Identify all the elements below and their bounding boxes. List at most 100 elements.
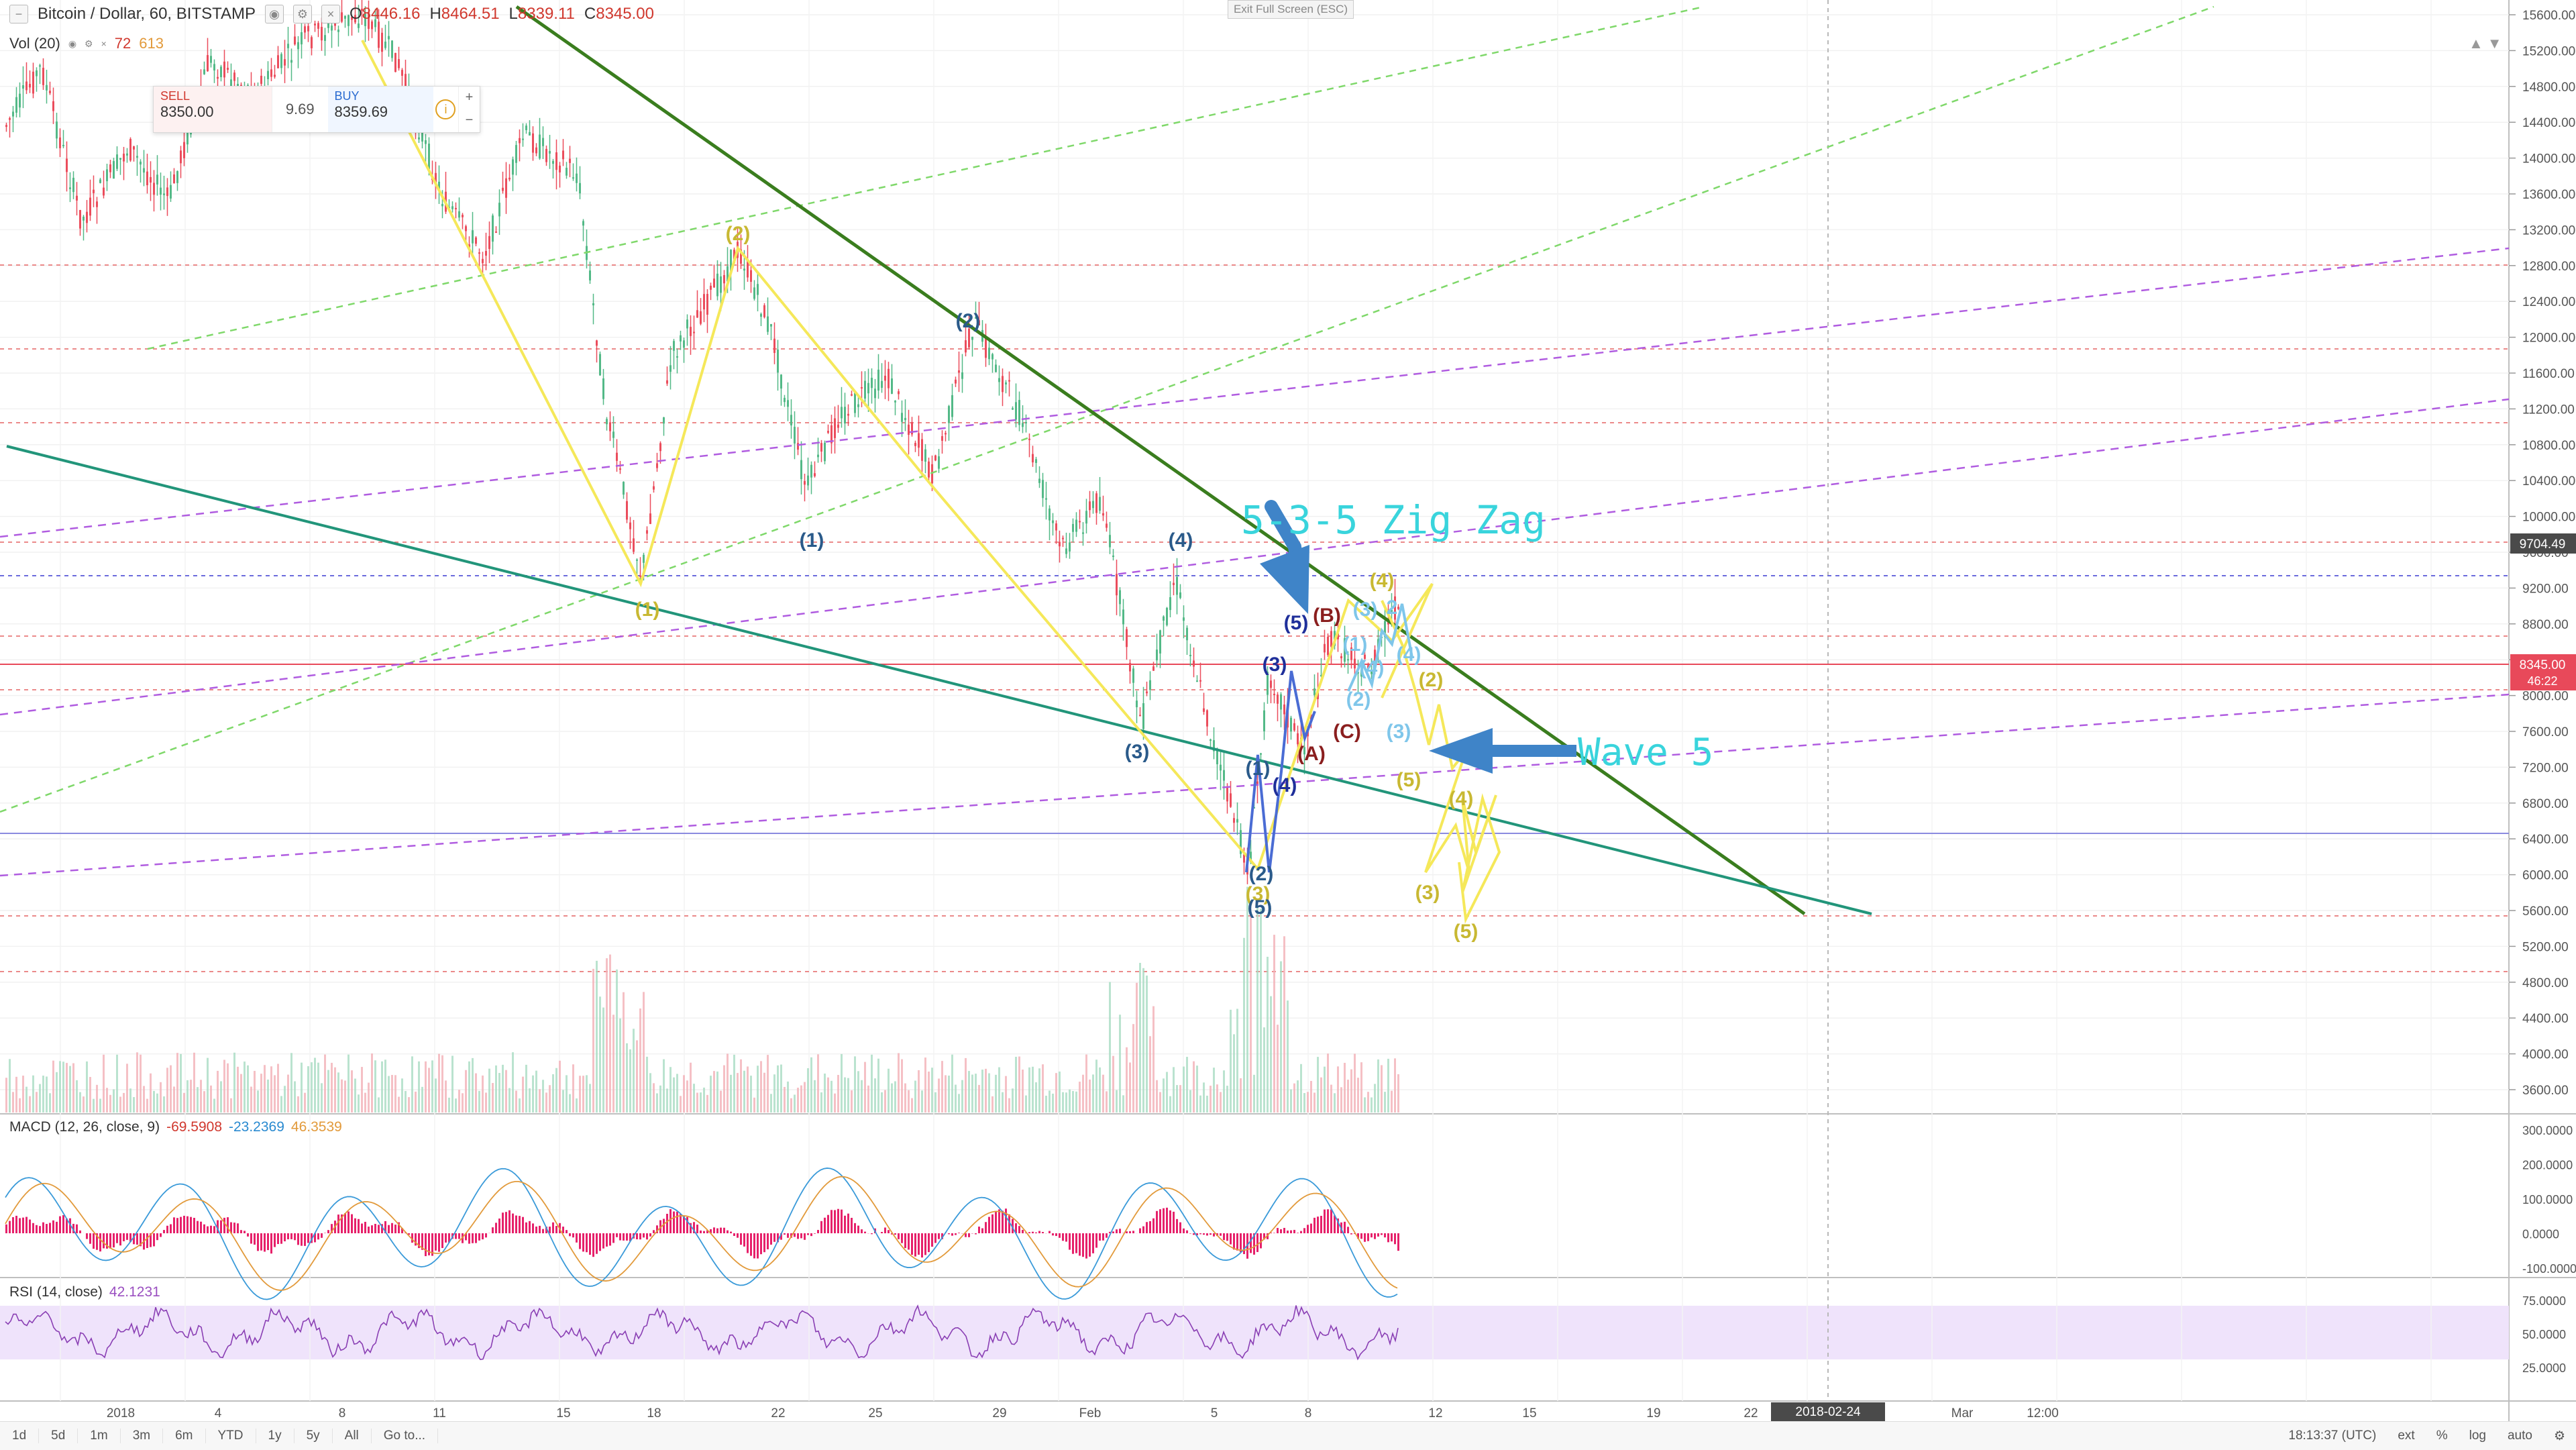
- info-button[interactable]: i: [433, 87, 458, 132]
- collapse-icon[interactable]: −: [9, 5, 28, 23]
- log-toggle[interactable]: log: [2459, 1429, 2497, 1443]
- eye-icon[interactable]: ◉: [68, 38, 76, 50]
- wave-label: (1): [635, 599, 660, 621]
- volume-label[interactable]: Vol (20): [9, 35, 60, 52]
- macd-label[interactable]: MACD (12, 26, close, 9): [9, 1119, 160, 1135]
- wave-label: (4): [1169, 529, 1193, 552]
- price-tick-label: 9200.00: [2522, 582, 2569, 596]
- price-tick-label: 12000.00: [2522, 331, 2575, 346]
- crosshair-time-tag: 2018-02-24 14:00:00: [1771, 1402, 1885, 1422]
- maximize-icon[interactable]: ▲: [2469, 35, 2487, 52]
- macd-value-2: -23.2369: [229, 1119, 284, 1135]
- rsi-header: RSI (14, close) 42.1231: [9, 1284, 160, 1300]
- wave-label: 2: [1387, 597, 1398, 619]
- timeframe-button[interactable]: 1m: [78, 1429, 120, 1443]
- eye-icon[interactable]: ◉: [265, 5, 284, 23]
- price-tick-label: 8800.00: [2522, 618, 2569, 632]
- wave-label: (4): [1360, 657, 1385, 679]
- exit-fullscreen-button[interactable]: Exit Full Screen (ESC): [1228, 0, 1354, 19]
- time-tick-label: 8: [1305, 1406, 1312, 1420]
- volume-value-1: 72: [115, 35, 131, 52]
- price-tick-label: 3600.00: [2522, 1084, 2569, 1098]
- timeframe-button[interactable]: Go to...: [372, 1429, 438, 1443]
- macd-panel: [5, 1168, 1399, 1300]
- timeframe-button[interactable]: 1d: [0, 1429, 39, 1443]
- ohlc-high: H8464.51: [429, 5, 499, 23]
- price-tick-label: 6400.00: [2522, 833, 2569, 847]
- wave-label: (5): [1454, 921, 1479, 943]
- wave-label: (C): [1333, 721, 1361, 743]
- pane-tools[interactable]: ▲▼: [2469, 35, 2506, 52]
- minus-button[interactable]: −: [459, 109, 480, 132]
- macd-tick-label: 200.0000: [2522, 1159, 2573, 1172]
- macd-tick-label: 0.0000: [2522, 1228, 2559, 1241]
- time-tick-label: 25: [868, 1406, 882, 1420]
- macd-tick-label: 300.0000: [2522, 1124, 2573, 1137]
- last-price-tag: 8345.00 46:22: [2510, 654, 2576, 690]
- wave-label: (3): [1387, 721, 1411, 743]
- price-tick-label: 4400.00: [2522, 1012, 2569, 1026]
- time-tick-label: 8: [339, 1406, 346, 1420]
- timeframe-button[interactable]: 3m: [121, 1429, 163, 1443]
- timeframe-button[interactable]: 5y: [294, 1429, 333, 1443]
- timeframe-button[interactable]: 1y: [256, 1429, 294, 1443]
- sell-button[interactable]: SELL 8350.00: [154, 87, 272, 132]
- rsi-band: [0, 1306, 2509, 1359]
- wave-label: (4): [1370, 570, 1395, 592]
- zigzag-title: 5-3-5 Zig Zag: [1241, 497, 1546, 543]
- price-tick-label: 10000.00: [2522, 511, 2575, 525]
- timeframe-button[interactable]: 6m: [163, 1429, 205, 1443]
- ohlc-low: L8339.11: [509, 5, 575, 23]
- info-icon: i: [435, 99, 455, 119]
- plus-button[interactable]: +: [459, 87, 480, 109]
- time-tick-label: 29: [992, 1406, 1006, 1420]
- timeframe-button[interactable]: YTD: [206, 1429, 256, 1443]
- price-tick-label: 13600.00: [2522, 188, 2575, 202]
- wave-label: (5): [1284, 612, 1309, 634]
- close-icon[interactable]: ×: [321, 5, 340, 23]
- spread-value: 9.69: [272, 87, 328, 132]
- price-tick-label: 14400.00: [2522, 116, 2575, 130]
- symbol-title[interactable]: Bitcoin / Dollar, 60, BITSTAMP: [38, 5, 256, 23]
- time-axis[interactable]: 201848111518222529Feb581215192226Mar12:0…: [107, 1406, 2059, 1420]
- time-tick-label: Feb: [1079, 1406, 1102, 1420]
- clock[interactable]: 18:13:37 (UTC): [2277, 1429, 2387, 1443]
- wave-label: (2): [1419, 669, 1444, 691]
- price-tick-label: 10400.00: [2522, 474, 2575, 488]
- qty-stepper[interactable]: + −: [458, 87, 480, 132]
- close-icon[interactable]: ×: [101, 38, 107, 49]
- settings-icon[interactable]: ⚙: [85, 38, 93, 50]
- timeframe-button[interactable]: 5d: [39, 1429, 78, 1443]
- buy-button[interactable]: BUY 8359.69: [328, 87, 434, 132]
- wave-label: (3): [1263, 654, 1287, 676]
- ext-toggle[interactable]: ext: [2387, 1429, 2425, 1443]
- price-tick-label: 15200.00: [2522, 44, 2575, 58]
- svg-text:9704.49: 9704.49: [2520, 537, 2566, 552]
- percent-toggle[interactable]: %: [2426, 1429, 2459, 1443]
- wave-label: (2): [956, 310, 981, 332]
- price-tick-label: 5600.00: [2522, 904, 2569, 919]
- wave-label: (2): [1249, 863, 1274, 885]
- time-tick-label: 2018: [107, 1406, 135, 1420]
- price-tick-label: 13200.00: [2522, 223, 2575, 238]
- wave-label: (5): [1248, 896, 1273, 919]
- auto-toggle[interactable]: auto: [2497, 1429, 2543, 1443]
- settings-icon[interactable]: ⚙: [293, 5, 312, 23]
- price-tick-label: 8000.00: [2522, 690, 2569, 704]
- price-tick-label: 4800.00: [2522, 976, 2569, 990]
- rsi-label[interactable]: RSI (14, close): [9, 1284, 103, 1300]
- wave-label: (3): [1125, 741, 1150, 763]
- timeframe-button[interactable]: All: [333, 1429, 372, 1443]
- ohlc-open: O8446.16: [350, 5, 420, 23]
- wave-label: (A): [1297, 743, 1326, 765]
- price-tick-label: 15600.00: [2522, 9, 2575, 23]
- price-tick-label: 4000.00: [2522, 1048, 2569, 1062]
- macd-tick-label: -100.0000: [2522, 1262, 2576, 1276]
- restore-icon[interactable]: ▼: [2487, 35, 2506, 52]
- settings-icon[interactable]: ⚙: [2543, 1429, 2576, 1444]
- price-tick-label: 7200.00: [2522, 761, 2569, 775]
- wave-label: (1): [800, 529, 824, 552]
